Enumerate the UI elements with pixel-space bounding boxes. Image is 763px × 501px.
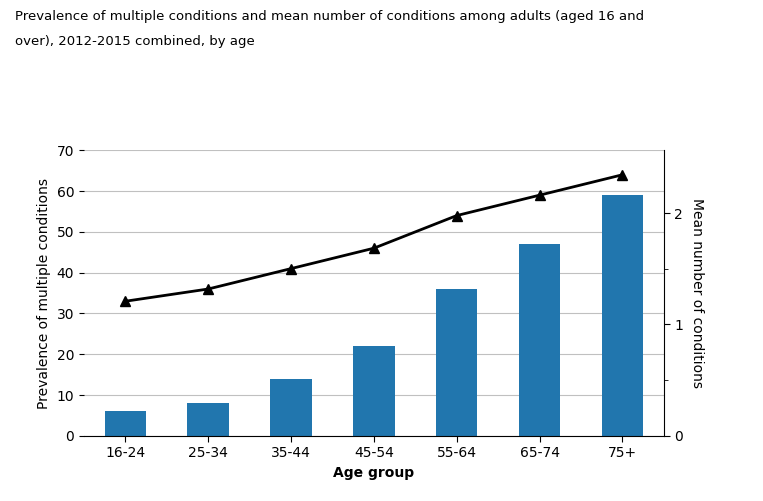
Text: over), 2012-2015 combined, by age: over), 2012-2015 combined, by age: [15, 35, 255, 48]
Y-axis label: Mean number of conditions: Mean number of conditions: [690, 198, 704, 388]
Y-axis label: Prevalence of multiple conditions: Prevalence of multiple conditions: [37, 177, 51, 409]
Bar: [353, 346, 394, 436]
Bar: [519, 244, 560, 436]
Bar: [436, 289, 478, 436]
Bar: [270, 379, 312, 436]
Text: Prevalence of multiple conditions and mean number of conditions among adults (ag: Prevalence of multiple conditions and me…: [15, 10, 645, 23]
Bar: [602, 195, 643, 436]
Bar: [188, 403, 229, 436]
Bar: [105, 411, 146, 436]
X-axis label: Age group: Age group: [333, 466, 414, 480]
